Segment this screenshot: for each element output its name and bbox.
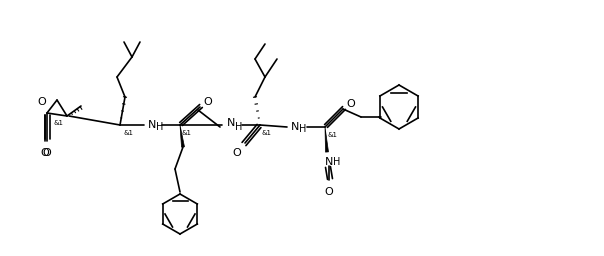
- Polygon shape: [325, 127, 329, 152]
- Text: N: N: [291, 122, 299, 132]
- Text: O: O: [204, 97, 213, 107]
- Text: O: O: [233, 148, 242, 158]
- Text: O: O: [347, 99, 355, 109]
- Text: H: H: [236, 122, 243, 132]
- Text: N: N: [227, 118, 235, 128]
- Text: H: H: [156, 122, 164, 132]
- Text: &1: &1: [182, 130, 192, 136]
- Text: O: O: [43, 148, 51, 158]
- Text: &1: &1: [123, 130, 133, 136]
- Text: N: N: [325, 157, 333, 167]
- Text: O: O: [324, 187, 333, 197]
- Text: H: H: [333, 157, 341, 167]
- Text: H: H: [300, 124, 307, 134]
- Text: &1: &1: [327, 132, 337, 138]
- Text: &1: &1: [54, 120, 64, 126]
- Polygon shape: [180, 125, 184, 147]
- Text: &1: &1: [262, 130, 272, 136]
- Text: O: O: [37, 97, 47, 107]
- Text: O: O: [40, 148, 50, 158]
- Text: N: N: [148, 120, 156, 130]
